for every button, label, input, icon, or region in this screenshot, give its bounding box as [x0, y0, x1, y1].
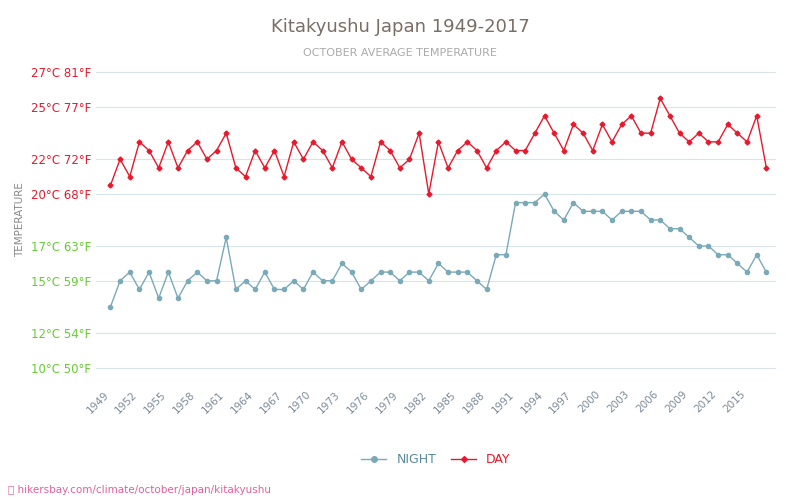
- Text: OCTOBER AVERAGE TEMPERATURE: OCTOBER AVERAGE TEMPERATURE: [303, 48, 497, 58]
- Legend: NIGHT, DAY: NIGHT, DAY: [356, 448, 516, 471]
- Y-axis label: TEMPERATURE: TEMPERATURE: [15, 182, 26, 258]
- Text: Kitakyushu Japan 1949-2017: Kitakyushu Japan 1949-2017: [270, 18, 530, 36]
- Text: ⬥ hikersbay.com/climate/october/japan/kitakyushu: ⬥ hikersbay.com/climate/october/japan/ki…: [8, 485, 271, 495]
